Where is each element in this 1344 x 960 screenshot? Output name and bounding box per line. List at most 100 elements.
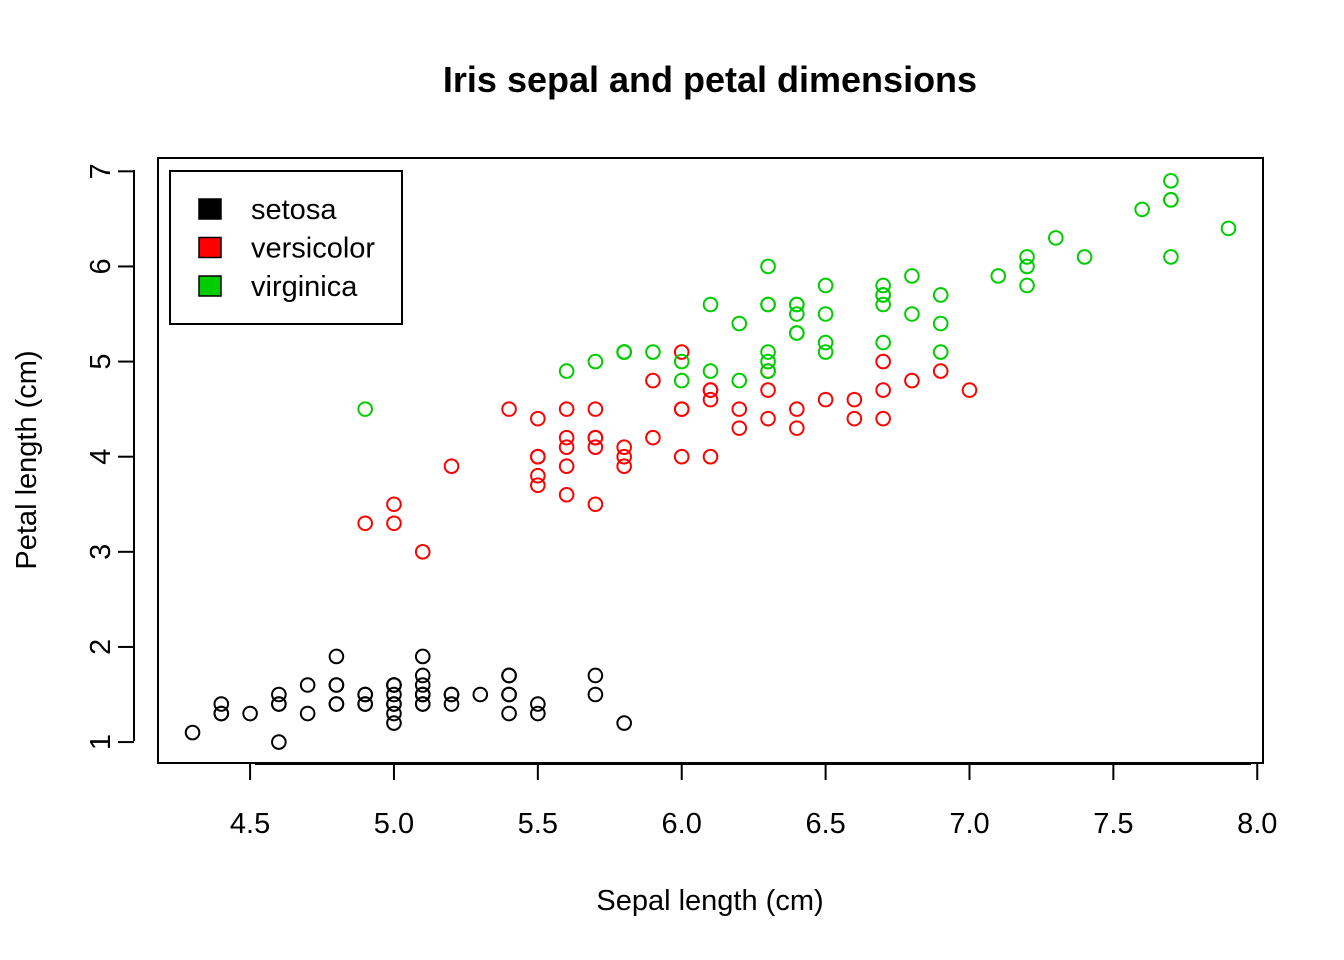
data-point-versicolor bbox=[616, 439, 632, 455]
data-point-virginica bbox=[357, 401, 373, 417]
data-point-versicolor bbox=[673, 344, 690, 360]
data-point-setosa bbox=[414, 648, 431, 665]
data-point-virginica bbox=[875, 334, 891, 351]
data-point-versicolor bbox=[817, 391, 834, 408]
data-point-virginica bbox=[990, 268, 1007, 284]
y-tick-label: 6 bbox=[85, 258, 117, 274]
data-point-versicolor bbox=[530, 448, 546, 465]
data-point-versicolor bbox=[702, 391, 719, 408]
data-point-virginica bbox=[789, 296, 805, 313]
data-point-virginica bbox=[731, 315, 748, 332]
data-point-versicolor bbox=[789, 401, 805, 417]
legend-label-versicolor: versicolor bbox=[251, 233, 375, 265]
data-point-setosa bbox=[386, 686, 402, 703]
data-point-versicolor bbox=[904, 372, 920, 389]
data-point-setosa bbox=[587, 667, 604, 684]
data-point-virginica bbox=[875, 296, 891, 313]
data-point-virginica bbox=[702, 363, 719, 379]
data-point-virginica bbox=[932, 315, 949, 332]
data-point-setosa bbox=[271, 734, 287, 750]
data-point-setosa bbox=[386, 715, 402, 731]
data-point-versicolor bbox=[558, 429, 575, 446]
data-point-versicolor bbox=[530, 477, 546, 494]
data-points bbox=[184, 173, 1237, 750]
data-point-versicolor bbox=[846, 391, 863, 408]
data-point-virginica bbox=[789, 325, 805, 341]
data-point-virginica bbox=[760, 353, 776, 370]
data-point-versicolor bbox=[558, 401, 575, 417]
data-point-virginica bbox=[760, 296, 776, 313]
data-point-versicolor bbox=[386, 496, 402, 513]
data-point-virginica bbox=[673, 372, 690, 389]
data-point-virginica bbox=[760, 344, 776, 360]
data-point-versicolor bbox=[932, 363, 949, 379]
data-point-versicolor bbox=[587, 429, 604, 446]
data-point-versicolor bbox=[386, 515, 402, 532]
data-point-versicolor bbox=[760, 382, 776, 398]
data-point-virginica bbox=[817, 334, 834, 351]
data-point-versicolor bbox=[846, 410, 863, 427]
data-point-setosa bbox=[501, 667, 517, 684]
data-point-setosa bbox=[184, 724, 201, 741]
data-point-virginica bbox=[1163, 249, 1179, 265]
data-point-virginica bbox=[817, 277, 834, 294]
y-axis-label: Petal length (cm) bbox=[11, 350, 43, 569]
data-point-setosa bbox=[357, 686, 373, 703]
data-point-versicolor bbox=[789, 420, 805, 436]
data-point-setosa bbox=[213, 705, 230, 722]
data-point-versicolor bbox=[616, 458, 632, 475]
data-point-versicolor bbox=[961, 382, 978, 398]
data-point-virginica bbox=[1048, 230, 1064, 246]
data-point-setosa bbox=[213, 696, 230, 712]
data-point-versicolor bbox=[673, 401, 690, 417]
data-point-versicolor bbox=[443, 458, 460, 475]
data-point-versicolor bbox=[414, 544, 431, 560]
data-point-versicolor bbox=[587, 439, 604, 455]
data-point-versicolor bbox=[673, 448, 690, 465]
x-tick-label: 4.5 bbox=[230, 808, 270, 840]
y-tick-label: 4 bbox=[85, 449, 117, 465]
data-point-setosa bbox=[414, 667, 431, 684]
data-point-virginica bbox=[1220, 220, 1237, 237]
data-point-setosa bbox=[271, 686, 287, 703]
data-point-virginica bbox=[817, 306, 834, 322]
y-tick-label: 2 bbox=[85, 639, 117, 655]
data-point-setosa bbox=[414, 696, 431, 712]
data-point-setosa bbox=[328, 696, 345, 712]
data-point-versicolor bbox=[558, 439, 575, 455]
x-tick-label: 5.5 bbox=[518, 808, 558, 840]
x-tick-label: 6.5 bbox=[805, 808, 845, 840]
data-point-virginica bbox=[1019, 249, 1035, 265]
data-point-setosa bbox=[443, 686, 460, 703]
data-point-setosa bbox=[386, 705, 402, 722]
x-tick-label: 7.0 bbox=[949, 808, 989, 840]
data-point-versicolor bbox=[357, 515, 373, 532]
data-point-setosa bbox=[587, 686, 604, 703]
data-point-setosa bbox=[414, 677, 431, 693]
data-point-versicolor bbox=[875, 353, 891, 370]
data-point-versicolor bbox=[731, 401, 748, 417]
data-point-setosa bbox=[472, 686, 489, 703]
data-point-versicolor bbox=[530, 410, 546, 427]
data-point-virginica bbox=[817, 344, 834, 360]
legend-swatch-versicolor bbox=[198, 236, 222, 259]
data-point-virginica bbox=[731, 372, 748, 389]
data-point-versicolor bbox=[645, 372, 661, 389]
data-point-virginica bbox=[904, 268, 920, 284]
data-point-versicolor bbox=[702, 382, 719, 398]
data-point-setosa bbox=[530, 696, 546, 712]
x-tick-label: 8.0 bbox=[1237, 808, 1277, 840]
legend-label-virginica: virginica bbox=[251, 271, 358, 303]
data-point-setosa bbox=[414, 686, 431, 703]
data-point-setosa bbox=[328, 648, 345, 665]
data-point-virginica bbox=[932, 344, 949, 360]
legend: setosa versicolor virginica bbox=[169, 170, 403, 325]
data-point-versicolor bbox=[501, 401, 517, 417]
data-point-virginica bbox=[1134, 201, 1150, 218]
data-point-setosa bbox=[501, 705, 517, 722]
data-point-virginica bbox=[702, 296, 719, 313]
data-point-versicolor bbox=[530, 467, 546, 484]
data-point-setosa bbox=[328, 677, 345, 693]
data-point-versicolor bbox=[875, 410, 891, 427]
